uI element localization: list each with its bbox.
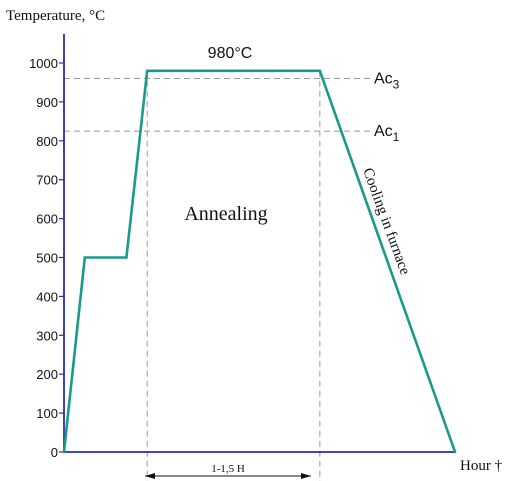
y-tick-label: 500 <box>36 251 58 266</box>
y-tick-label: 200 <box>36 367 58 382</box>
y-tick-label: 900 <box>36 95 58 110</box>
profile-point <box>453 450 457 454</box>
y-axis-label: Temperature, °C <box>6 8 105 24</box>
temperature-profile-line <box>62 69 457 453</box>
stage-label-annealing: Annealing <box>184 203 267 225</box>
profile-point <box>318 69 322 73</box>
profile-point <box>83 256 87 259</box>
y-tick-label: 400 <box>36 289 58 304</box>
duration-dimension: 1-1,5 H <box>145 463 311 479</box>
profile-point <box>125 256 128 259</box>
duration-label: 1-1,5 H <box>211 463 245 475</box>
y-tick-label: 300 <box>36 328 58 343</box>
y-tick-label: 600 <box>36 212 58 227</box>
profile-point <box>145 69 149 73</box>
y-tick-label: 0 <box>51 445 58 460</box>
peak-temperature-label: 980°C <box>208 45 253 62</box>
arrow-right-icon <box>301 473 311 479</box>
y-tick-label: 1000 <box>29 56 58 71</box>
y-tick-label: 800 <box>36 134 58 149</box>
y-tick-label: 700 <box>36 173 58 188</box>
x-axis-label: Hour † <box>460 458 503 474</box>
reference-line-label: Ac1 <box>374 123 400 144</box>
y-tick-label: 100 <box>36 406 58 421</box>
profile-point <box>62 450 66 454</box>
reference-line-label: Ac3 <box>374 71 400 92</box>
arrow-left-icon <box>145 473 155 479</box>
